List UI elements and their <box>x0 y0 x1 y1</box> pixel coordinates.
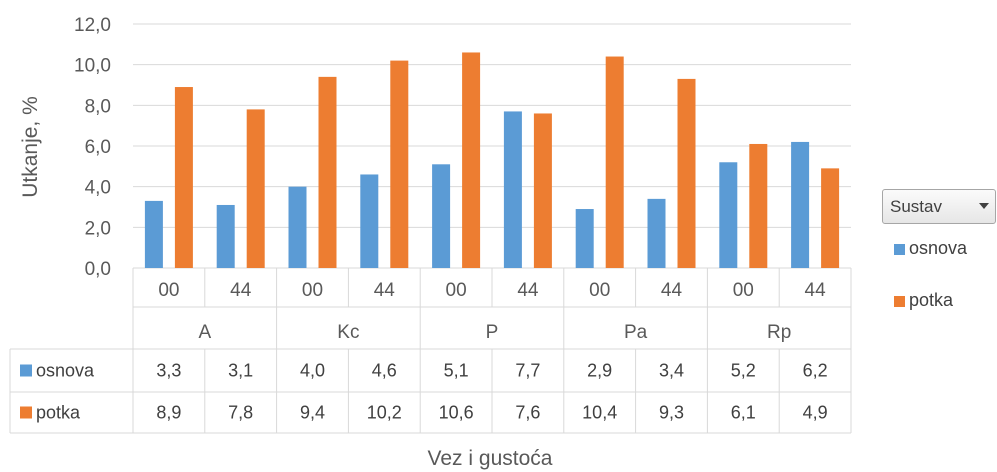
y-tick-label: 6,0 <box>85 137 111 158</box>
y-tick-label: 0,0 <box>85 259 111 280</box>
bar-osnova <box>791 141 810 268</box>
bars <box>144 52 840 269</box>
legend-label-potka: potka <box>909 290 954 310</box>
bar-potka <box>821 168 840 268</box>
table-value: 7,8 <box>228 403 253 423</box>
table-value: 4,6 <box>372 361 397 381</box>
table-value: 3,4 <box>659 361 684 381</box>
table-value: 8,9 <box>156 403 181 423</box>
x-subcategory-label: 44 <box>661 280 683 301</box>
bar-potka <box>605 56 624 269</box>
table-value: 4,9 <box>803 403 828 423</box>
table-value: 10,6 <box>439 403 474 423</box>
table-value: 4,0 <box>300 361 325 381</box>
x-group-label: P <box>486 322 499 343</box>
bar-osnova <box>719 162 738 268</box>
legend-filter-dropdown[interactable]: Sustav <box>882 189 996 224</box>
bar-osnova <box>216 204 235 268</box>
x-subcategory-label: 44 <box>230 280 252 301</box>
bar-potka <box>749 143 768 268</box>
table-value: 10,4 <box>582 403 617 423</box>
x-subcategory-label: 00 <box>302 280 323 301</box>
y-tick-label: 10,0 <box>74 56 111 77</box>
legend-item-osnova: osnova <box>894 238 967 259</box>
x-group-label: Rp <box>767 322 791 343</box>
bar-potka <box>390 60 409 268</box>
table-value: 2,9 <box>587 361 612 381</box>
x-group-label: A <box>198 322 211 343</box>
bar-osnova <box>503 111 522 268</box>
y-tick-label: 8,0 <box>85 96 111 117</box>
x-subcategory-label: 00 <box>589 280 610 301</box>
table-value: 3,1 <box>228 361 253 381</box>
gridlines <box>133 23 851 269</box>
bar-osnova <box>144 200 163 268</box>
bar-potka <box>174 87 193 269</box>
dropdown-arrow-icon <box>979 203 989 209</box>
x-subcategory-label: 00 <box>446 280 467 301</box>
table-value: 5,1 <box>444 361 469 381</box>
table-swatch-potka <box>20 406 32 419</box>
table-value: 7,7 <box>515 361 540 381</box>
y-axis-title: Utkanje, % <box>19 96 42 198</box>
table-value: 7,6 <box>515 403 540 423</box>
bar-potka <box>246 109 265 269</box>
bar-potka <box>318 76 337 268</box>
legend-item-potka: potka <box>894 290 953 311</box>
bar-osnova <box>647 198 666 268</box>
x-subcategory-label: 44 <box>805 280 827 301</box>
x-axis-title: Vez i gustoća <box>428 447 553 470</box>
y-tick-label: 12,0 <box>74 15 111 36</box>
table-series-label: potka <box>36 403 81 423</box>
x-subcategory-label: 00 <box>733 280 754 301</box>
x-subcategory-label: 44 <box>374 280 396 301</box>
table-value: 10,2 <box>367 403 402 423</box>
y-tick-label: 4,0 <box>85 178 111 199</box>
bar-potka <box>677 78 696 269</box>
x-subcategory-label: 44 <box>517 280 539 301</box>
bar-osnova <box>288 186 307 268</box>
legend-filter-label: Sustav <box>890 197 942 216</box>
table-value: 6,2 <box>803 361 828 381</box>
y-axis-ticks: 0,0 2,0 4,0 6,0 8,0 10,0 12,0 <box>74 15 111 280</box>
table-value: 9,4 <box>300 403 325 423</box>
bar-osnova <box>575 209 594 268</box>
table-value: 5,2 <box>731 361 756 381</box>
table-series-label: osnova <box>36 361 95 381</box>
x-group-label: Pa <box>624 322 648 343</box>
table-value: 3,3 <box>156 361 181 381</box>
x-group-label: Kc <box>337 322 359 343</box>
table-value: 9,3 <box>659 403 684 423</box>
x-subcategory-label: 00 <box>158 280 179 301</box>
legend-swatch-potka <box>894 296 905 307</box>
data-table: 00 44 00 44 00 44 00 44 00 44 A Kc P Pa Rp osnova 3,3 3,1… <box>9 268 852 434</box>
bar-potka <box>533 113 552 268</box>
bar-potka <box>462 52 481 268</box>
y-tick-label: 2,0 <box>85 218 111 239</box>
bar-osnova <box>360 174 379 268</box>
legend-swatch-osnova <box>894 244 905 255</box>
table-value: 6,1 <box>731 403 756 423</box>
legend-label-osnova: osnova <box>909 238 968 258</box>
table-swatch-osnova <box>20 364 32 377</box>
bar-osnova <box>432 164 451 268</box>
